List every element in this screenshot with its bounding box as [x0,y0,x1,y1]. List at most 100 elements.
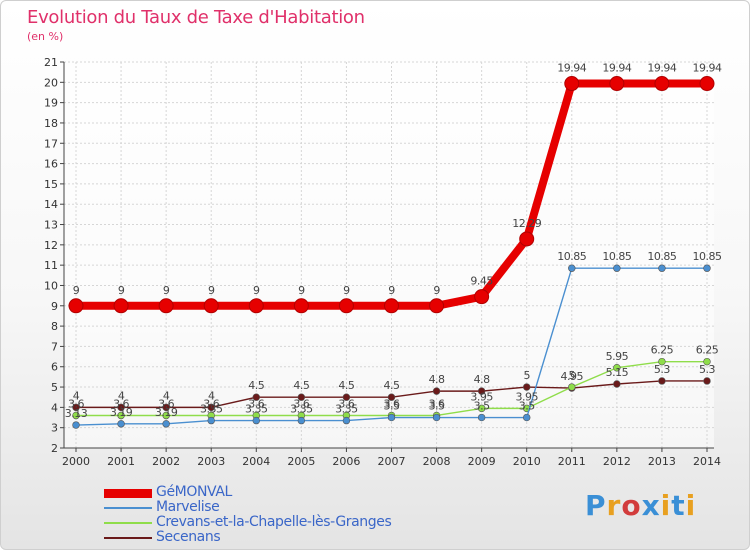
series-point-3 [387,393,396,401]
series-point-3 [613,380,621,388]
series-point-2 [568,383,576,391]
data-label: 19.94 [602,62,631,75]
y-tick-label: 3 [51,422,58,435]
data-label: 3.19 [155,406,178,419]
data-label: 4.5 [384,379,400,392]
data-label: 3.35 [290,403,313,416]
legend-item: Marvelise [104,500,524,515]
x-tick-label: 2010 [513,455,541,468]
y-tick-label: 20 [44,76,58,89]
data-label: 3.6 [338,397,354,410]
series-point-0 [68,298,84,314]
data-label: 3.35 [200,403,223,416]
series-point-3 [477,387,486,395]
series-point-0 [699,76,715,92]
data-label: 6.25 [651,344,674,357]
y-unit-label: (en %) [27,30,64,43]
series-point-2 [162,411,170,420]
data-label: 3.5 [519,400,535,413]
y-tick-label: 21 [44,56,58,69]
data-label: 10.85 [647,250,676,263]
series-point-2 [117,411,125,420]
series-point-2 [658,357,666,366]
series-point-3 [432,387,441,395]
series-point-0 [248,298,264,314]
legend-label: Marvelise [156,499,220,515]
series-point-2 [477,404,486,413]
series-point-0 [429,298,445,314]
data-label: 4.5 [248,379,264,392]
data-label: 10.85 [557,250,586,263]
data-label: 4.5 [293,379,309,392]
data-label: 9 [253,284,260,297]
series-point-3 [703,377,711,385]
data-label: 3.6 [68,397,84,410]
series-point-1 [162,420,170,428]
data-label: 9 [433,284,440,297]
series-point-3 [207,403,215,412]
data-label: 19.94 [693,62,722,75]
data-label: 3.6 [203,397,219,410]
data-label: 5.95 [606,350,629,363]
y-tick-label: 17 [44,137,58,150]
legend-label: GéMONVAL [156,484,232,500]
data-label: 9 [73,284,80,297]
data-label: 10.85 [693,250,722,263]
series-point-3 [72,403,80,412]
series-point-1 [207,416,215,425]
x-tick-label: 2008 [423,455,451,468]
y-tick-label: 19 [44,97,58,110]
y-tick-label: 16 [44,158,58,171]
data-label: 9 [388,284,395,297]
series-point-0 [338,298,354,314]
legend-item: GéMONVAL [104,485,524,500]
legend-label: Secenans [156,529,221,545]
data-label: 3.6 [429,397,445,410]
legend-swatch [104,522,152,524]
data-label: 5.15 [606,366,629,379]
x-tick-label: 2007 [378,455,406,468]
data-label: 3.6 [293,397,309,410]
series-point-0 [384,298,399,314]
series-point-1 [252,416,260,425]
logo-letter: i [660,489,672,522]
series-point-1 [613,264,621,272]
data-label: 4 [163,389,170,402]
x-tick-label: 2002 [152,455,180,468]
legend-label: Crevans-et-la-Chapelle-lès-Granges [156,514,392,530]
data-label: 3.6 [113,397,129,410]
logo-letter: P [585,489,607,522]
series-point-1 [387,413,396,422]
series-point-1 [72,421,80,429]
legend: GéMONVAL Marvelise Crevans-et-la-Chapelle-… [104,485,524,545]
data-label: 3.6 [158,397,174,410]
x-tick-label: 2005 [287,455,315,468]
data-label: 4 [208,389,215,402]
series-point-1 [523,413,531,422]
y-tick-label: 18 [44,117,58,130]
data-label: 3.5 [384,400,400,413]
plot-area [64,62,714,448]
data-label: 3.95 [470,390,493,403]
y-tick-label: 14 [44,198,58,211]
data-label: 4 [118,389,125,402]
legend-swatch [104,507,152,509]
series-point-0 [113,298,129,314]
data-label: 10.85 [602,250,631,263]
series-point-1 [297,416,306,425]
x-tick-label: 2006 [332,455,360,468]
series-point-3 [342,393,351,401]
proxiti-logo: Proxiti [585,489,696,522]
data-label: 3.95 [515,390,538,403]
series-point-1 [658,264,666,272]
logo-letter: i [685,489,697,522]
data-label: 9 [208,284,215,297]
y-tick-label: 12 [44,239,58,252]
x-tick-label: 2009 [468,455,496,468]
series-point-0 [654,76,670,92]
data-label: 9 [163,284,170,297]
series-point-0 [203,298,219,314]
data-label: 4.8 [429,373,445,386]
data-label: 3.6 [248,397,264,410]
